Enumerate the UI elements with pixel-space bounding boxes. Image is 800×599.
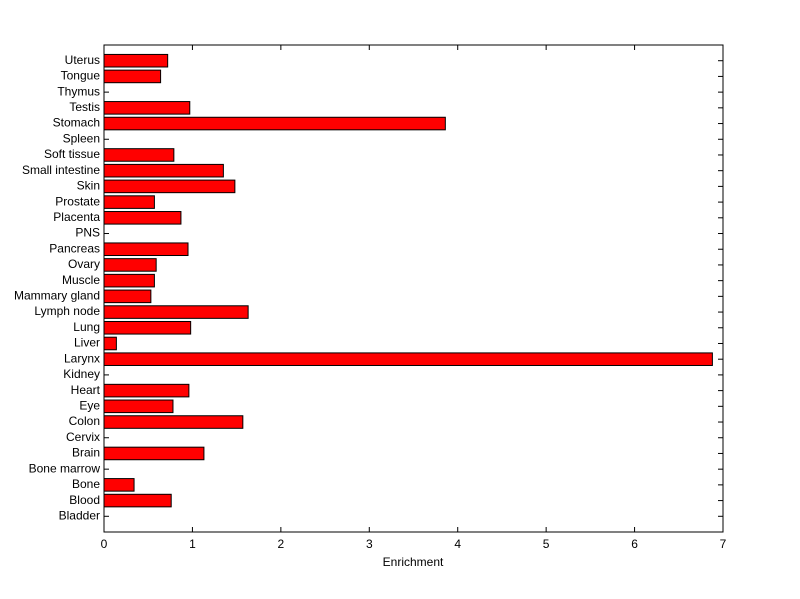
bar: [103, 336, 117, 351]
y-tick-label: Colon: [69, 414, 100, 428]
y-tick-label: Prostate: [55, 194, 100, 208]
y-tick-label: Lung: [73, 320, 100, 334]
y-tick-label: Cervix: [66, 430, 100, 444]
y-tick-label: Testis: [69, 100, 100, 114]
x-tick-label: 6: [631, 537, 638, 551]
x-axis-label: Enrichment: [383, 555, 444, 569]
y-tick-label: Pancreas: [49, 241, 100, 255]
bar: [103, 493, 172, 508]
bar: [103, 478, 135, 492]
y-tick-label: Soft tissue: [44, 147, 100, 161]
bar: [103, 148, 175, 162]
bar: [103, 352, 713, 366]
bar: [103, 195, 155, 209]
y-tick-label: Brain: [72, 446, 100, 460]
bar: [103, 179, 236, 194]
y-tick-label: Muscle: [62, 273, 100, 287]
x-tick-label: 2: [278, 537, 285, 551]
y-tick-label: Skin: [77, 179, 100, 193]
bar: [103, 399, 174, 414]
bar: [103, 383, 190, 398]
bar: [103, 53, 169, 68]
y-tick-label: Eye: [79, 398, 100, 412]
y-tick-label: Bone marrow: [29, 461, 101, 475]
y-tick-label: Placenta: [53, 210, 100, 224]
y-tick-label: Stomach: [53, 116, 100, 130]
y-tick-label: Small intestine: [22, 163, 100, 177]
y-tick-label: Uterus: [65, 53, 100, 67]
bar: [103, 116, 446, 131]
bar: [103, 101, 191, 115]
y-tick-label: PNS: [75, 226, 100, 240]
x-tick-label: 5: [543, 537, 550, 551]
bar: [103, 289, 152, 304]
bar: [103, 211, 182, 225]
y-tick-label: Tongue: [61, 69, 101, 83]
y-tick-label: Liver: [74, 336, 100, 350]
y-tick-label: Bladder: [59, 508, 100, 522]
y-tick-label: Mammary gland: [14, 289, 100, 303]
y-tick-label: Lymph node: [34, 304, 100, 318]
bar: [103, 242, 189, 257]
y-tick-label: Ovary: [68, 257, 100, 271]
y-tick-label: Kidney: [63, 367, 100, 381]
bar: [103, 305, 249, 319]
bar: [103, 446, 205, 461]
y-tick-label: Blood: [69, 493, 100, 507]
y-tick-label: Heart: [71, 383, 101, 397]
x-tick-label: 4: [454, 537, 461, 551]
x-tick-label: 3: [366, 537, 373, 551]
bar: [103, 69, 162, 84]
x-tick-label: 1: [189, 537, 196, 551]
x-tick-label: 0: [101, 537, 108, 551]
bar: [103, 258, 157, 272]
y-tick-label: Larynx: [64, 351, 100, 365]
x-tick-label: 7: [720, 537, 727, 551]
plot-frame: [103, 44, 724, 533]
y-tick-label: Thymus: [57, 84, 100, 98]
bar: [103, 273, 155, 288]
y-tick-label: Spleen: [63, 131, 100, 145]
bar: [103, 163, 224, 178]
y-tick-label: Bone: [72, 477, 100, 491]
bar: [103, 320, 192, 335]
bar: [103, 415, 244, 429]
